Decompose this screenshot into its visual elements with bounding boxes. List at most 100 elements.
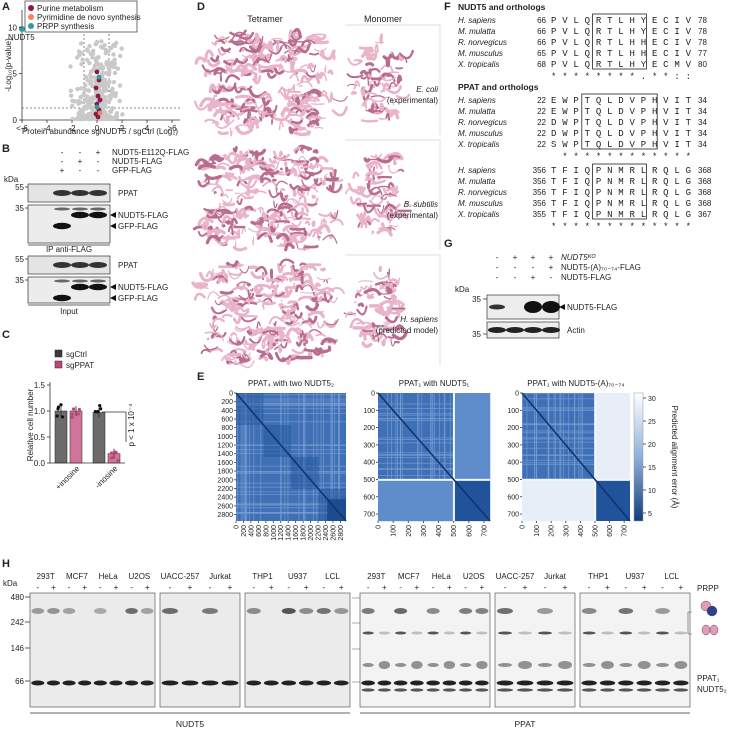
stripe xyxy=(240,393,242,521)
ribbon xyxy=(256,321,261,329)
band xyxy=(394,688,408,692)
alignment-title: NUDT5 and orthologs xyxy=(458,2,546,12)
ribbon xyxy=(213,272,225,276)
ribbon xyxy=(328,181,335,192)
arrow xyxy=(559,304,565,310)
sign: - xyxy=(209,583,212,592)
ribbon xyxy=(353,186,366,196)
protein-point xyxy=(107,79,112,85)
band xyxy=(394,663,407,667)
ribbon xyxy=(392,161,398,166)
purine-point xyxy=(95,93,101,99)
ribbon xyxy=(369,218,380,224)
legend-label: sgCtrl xyxy=(66,350,87,359)
motif-box xyxy=(592,13,647,70)
stripe xyxy=(444,393,446,521)
ribbon xyxy=(319,49,336,61)
stripe xyxy=(378,468,490,470)
y-tick-label: 2400 xyxy=(217,495,233,502)
ribbon xyxy=(300,74,309,84)
stripe xyxy=(559,393,561,521)
band xyxy=(316,680,332,686)
ribbon xyxy=(206,59,221,68)
stripe xyxy=(378,455,490,456)
band xyxy=(654,680,671,686)
stripe xyxy=(568,393,570,521)
ribbon xyxy=(197,231,208,237)
stripe xyxy=(522,438,630,440)
ribbon xyxy=(307,115,323,121)
legend-box xyxy=(24,0,138,33)
ribbon xyxy=(285,166,292,177)
cell-line: THP1 xyxy=(588,572,609,581)
ribbon xyxy=(386,316,399,324)
stripe xyxy=(237,393,239,521)
stripe xyxy=(522,393,630,394)
ribbon xyxy=(292,197,301,204)
position: 77 xyxy=(698,49,707,58)
band xyxy=(377,680,392,686)
ribbon xyxy=(254,101,264,110)
y-tick-label: 2800 xyxy=(217,512,233,519)
stripe xyxy=(323,393,324,521)
ribbon xyxy=(217,278,225,285)
ribbon xyxy=(377,177,381,181)
ribbon xyxy=(230,217,238,227)
band xyxy=(89,283,107,291)
ribbon xyxy=(379,33,383,44)
ribbon xyxy=(289,277,293,283)
protein-point xyxy=(112,57,117,62)
ribbon xyxy=(328,296,338,304)
ribbon xyxy=(390,294,397,302)
model-label: (experimental) xyxy=(387,96,438,105)
ribbon xyxy=(239,265,250,274)
stripe xyxy=(432,393,434,521)
band xyxy=(498,663,512,667)
band-label: GFP-FLAG xyxy=(118,294,158,303)
band xyxy=(618,608,634,614)
x-tick-label: 200 xyxy=(241,525,248,537)
ribbon xyxy=(369,51,378,61)
band xyxy=(362,631,374,635)
ribbon xyxy=(381,96,395,106)
band xyxy=(542,327,560,333)
band xyxy=(619,663,633,667)
band xyxy=(581,680,597,686)
ribbon xyxy=(255,294,263,298)
x-tick-label: 600 xyxy=(466,525,473,537)
ribbon xyxy=(314,126,324,130)
position: 66 xyxy=(537,27,546,36)
sign: + xyxy=(145,583,150,592)
replicate-dot xyxy=(98,403,102,408)
sequence: DWPTQLDVPHVIT xyxy=(551,118,692,128)
legend-marker xyxy=(28,23,34,29)
ribbon xyxy=(252,300,261,304)
protein-point xyxy=(117,83,123,88)
legend-marker xyxy=(28,14,34,20)
sign: - xyxy=(322,583,325,592)
stripe xyxy=(526,393,528,521)
ribbon xyxy=(212,315,218,320)
purine-point xyxy=(95,114,101,120)
ribbon xyxy=(259,44,274,54)
band-label: NUDT5-FLAG xyxy=(567,303,617,312)
band xyxy=(89,211,107,219)
ribbon xyxy=(273,222,280,229)
band xyxy=(558,661,572,669)
ribbon xyxy=(270,225,276,234)
band xyxy=(427,631,439,635)
y-tick-label: 1800 xyxy=(217,469,233,476)
band xyxy=(427,663,439,667)
ribbon xyxy=(278,120,284,131)
band xyxy=(426,680,440,686)
x-tick-label: -4 xyxy=(43,124,51,133)
ribbon xyxy=(285,327,301,339)
band xyxy=(475,680,489,686)
stripe xyxy=(378,418,490,420)
band xyxy=(582,631,596,635)
ribbon xyxy=(309,156,320,163)
sign: - xyxy=(97,157,100,166)
cell-line: Jurkat xyxy=(209,572,232,581)
ribbon xyxy=(359,212,364,223)
ribbon xyxy=(204,118,216,123)
